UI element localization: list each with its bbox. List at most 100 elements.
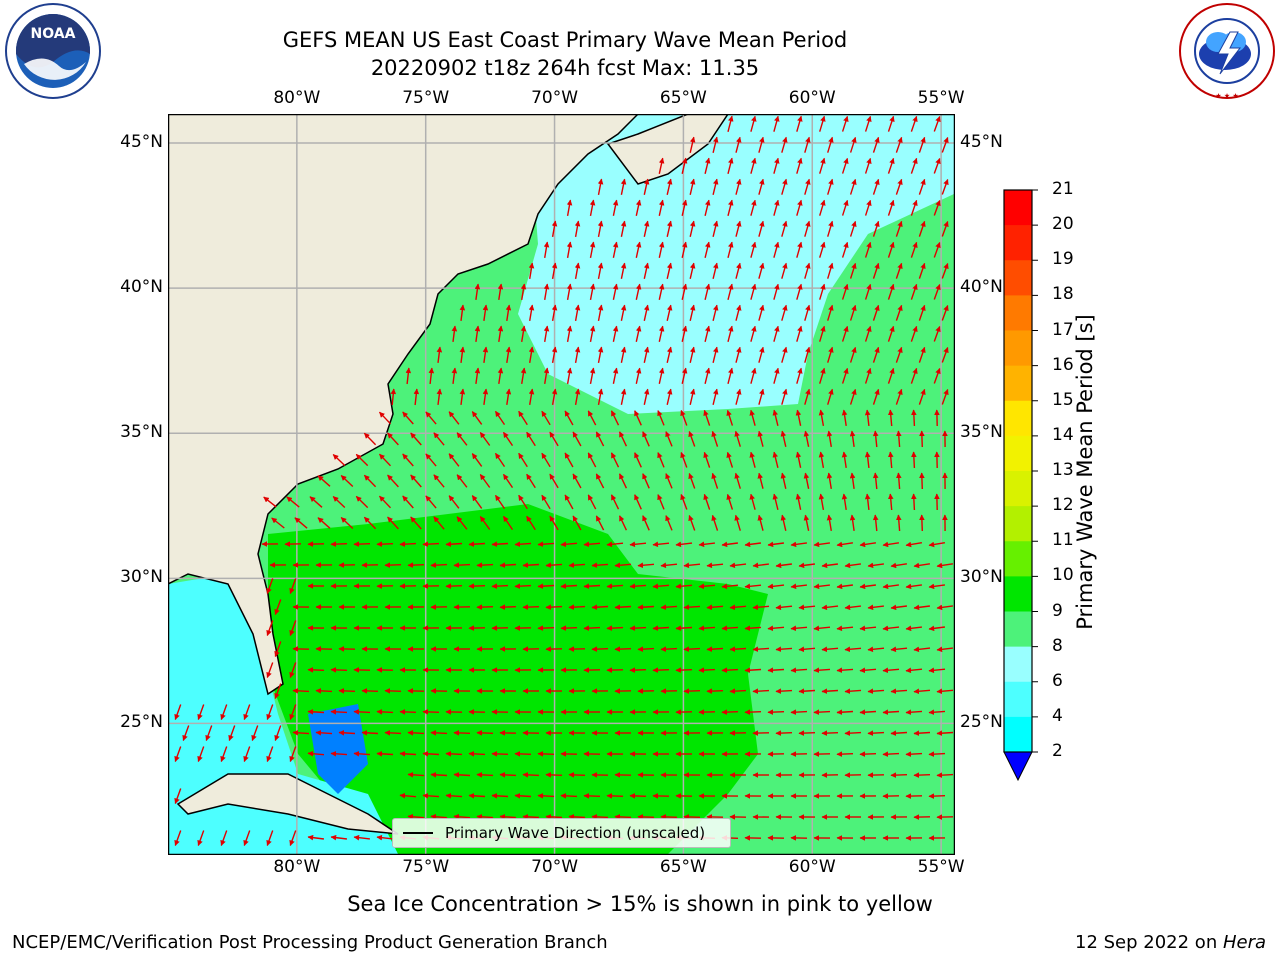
wave-arrow — [913, 646, 931, 653]
wave-arrow — [468, 583, 486, 589]
wave-arrow — [750, 367, 757, 384]
wave-arrow — [796, 157, 803, 174]
wave-arrow — [790, 667, 808, 674]
wave-arrow — [263, 496, 277, 508]
wave-arrow — [568, 604, 586, 610]
wave-arrow — [841, 451, 848, 469]
wave-arrow — [572, 431, 582, 447]
wave-arrow — [637, 604, 655, 610]
wave-arrow — [882, 583, 899, 590]
wave-arrow — [574, 220, 581, 238]
lon-tick-top: 60°W — [788, 88, 836, 108]
colorbar-level-label: 14 — [1052, 424, 1074, 445]
noaa-logo: NOAA — [5, 3, 101, 99]
wave-arrow — [482, 346, 489, 363]
wave-arrow — [790, 625, 808, 632]
wave-arrow — [711, 472, 719, 489]
wave-arrow — [476, 604, 494, 610]
wave-arrow — [518, 452, 528, 468]
wave-arrow — [689, 220, 696, 237]
wave-arrow — [928, 583, 945, 590]
wave-arrow — [729, 646, 747, 652]
wave-arrow — [482, 388, 489, 405]
wave-arrow — [378, 453, 392, 467]
wave-arrow — [827, 304, 834, 321]
wave-arrow — [635, 241, 642, 258]
wave-arrow — [780, 430, 787, 447]
wave-arrow — [610, 494, 620, 510]
wave-arrow — [474, 325, 481, 342]
wave-arrow — [836, 583, 853, 590]
map-legend: Primary Wave Direction (unscaled) — [392, 818, 731, 848]
wave-arrow — [941, 346, 949, 363]
wave-arrow — [289, 620, 297, 637]
wave-arrow — [910, 283, 918, 300]
wave-arrow — [355, 453, 369, 467]
wave-arrow — [560, 541, 578, 548]
wave-arrow — [680, 493, 688, 510]
wave-arrow — [522, 562, 540, 568]
wave-arrow — [749, 451, 756, 468]
wave-arrow — [251, 725, 259, 742]
wave-arrow — [767, 625, 785, 632]
wave-arrow — [698, 667, 716, 673]
wave-arrow — [752, 646, 770, 653]
ocean-period-10-11-south — [268, 504, 768, 854]
wave-arrow — [698, 625, 716, 632]
wave-arrow — [635, 283, 642, 300]
wave-arrow — [307, 667, 325, 673]
colorbar-segment — [1004, 681, 1032, 718]
wave-arrow — [618, 431, 628, 447]
wave-arrow — [712, 262, 719, 279]
wave-arrow — [849, 430, 856, 447]
wave-arrow — [913, 772, 931, 778]
wave-arrow — [680, 409, 688, 426]
colorbar-segment — [1004, 435, 1032, 472]
wave-arrow — [499, 813, 517, 820]
wave-arrow — [629, 793, 647, 799]
wave-arrow — [712, 304, 719, 321]
wave-arrow — [910, 367, 918, 384]
wave-arrow — [266, 746, 274, 763]
wave-arrow — [545, 604, 563, 610]
wave-arrow — [629, 583, 647, 590]
wave-arrow — [941, 262, 949, 279]
wave-arrow — [566, 199, 573, 217]
wave-arrow — [228, 725, 236, 742]
wave-arrow — [657, 494, 665, 510]
wave-arrow — [735, 220, 742, 237]
wave-arrow — [841, 367, 849, 384]
wave-arrow — [826, 514, 833, 532]
wave-arrow — [721, 625, 739, 632]
wave-arrow — [918, 136, 926, 153]
colorbar-level-label: 21 — [1052, 179, 1074, 199]
wave-arrow — [471, 453, 483, 467]
lat-tick-right: 40°N — [960, 277, 1003, 298]
wave-arrow — [941, 136, 949, 153]
colorbar-level-label: 18 — [1052, 284, 1074, 305]
wave-arrow — [887, 283, 895, 300]
wave-arrow — [890, 604, 907, 611]
wave-arrow — [712, 220, 719, 237]
wave-arrow — [913, 562, 931, 569]
wave-arrow — [818, 493, 825, 511]
wave-arrow — [928, 667, 946, 674]
lat-tick-left: 45°N — [120, 132, 163, 153]
wave-arrow — [583, 583, 601, 589]
wave-arrow — [568, 562, 586, 569]
wave-arrow — [205, 725, 213, 742]
wave-arrow — [606, 625, 624, 631]
wave-arrow — [919, 430, 925, 448]
wave-arrow — [597, 220, 604, 238]
wave-arrow — [453, 562, 471, 568]
wave-arrow — [895, 346, 903, 363]
wave-arrow — [474, 367, 481, 384]
wave-arrow — [689, 262, 696, 279]
wave-arrow — [836, 751, 854, 757]
wave-arrow — [606, 541, 624, 548]
wave-arrow — [859, 751, 877, 757]
colorbar-segment — [1004, 225, 1032, 261]
wave-arrow — [827, 388, 834, 405]
straits-very-low-period — [308, 704, 368, 794]
wave-arrow — [448, 453, 460, 467]
